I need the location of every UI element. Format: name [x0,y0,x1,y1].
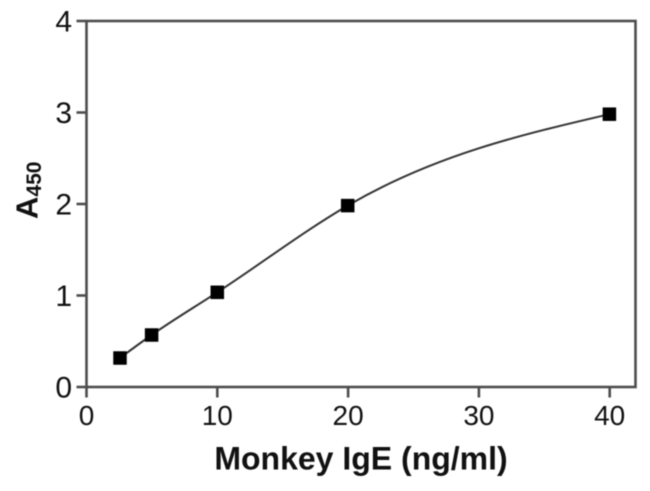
svg-text:10: 10 [202,400,233,431]
svg-text:1: 1 [55,280,72,313]
svg-text:4: 4 [55,6,72,39]
svg-text:30: 30 [463,400,494,431]
svg-text:3: 3 [55,97,72,130]
svg-text:0: 0 [79,400,95,431]
svg-text:40: 40 [594,400,625,431]
svg-text:0: 0 [55,372,72,405]
svg-text:20: 20 [333,400,364,431]
svg-text:2: 2 [55,189,72,222]
svg-text:A450: A450 [10,162,47,219]
svg-text:Monkey IgE (ng/ml): Monkey IgE (ng/ml) [214,441,507,477]
